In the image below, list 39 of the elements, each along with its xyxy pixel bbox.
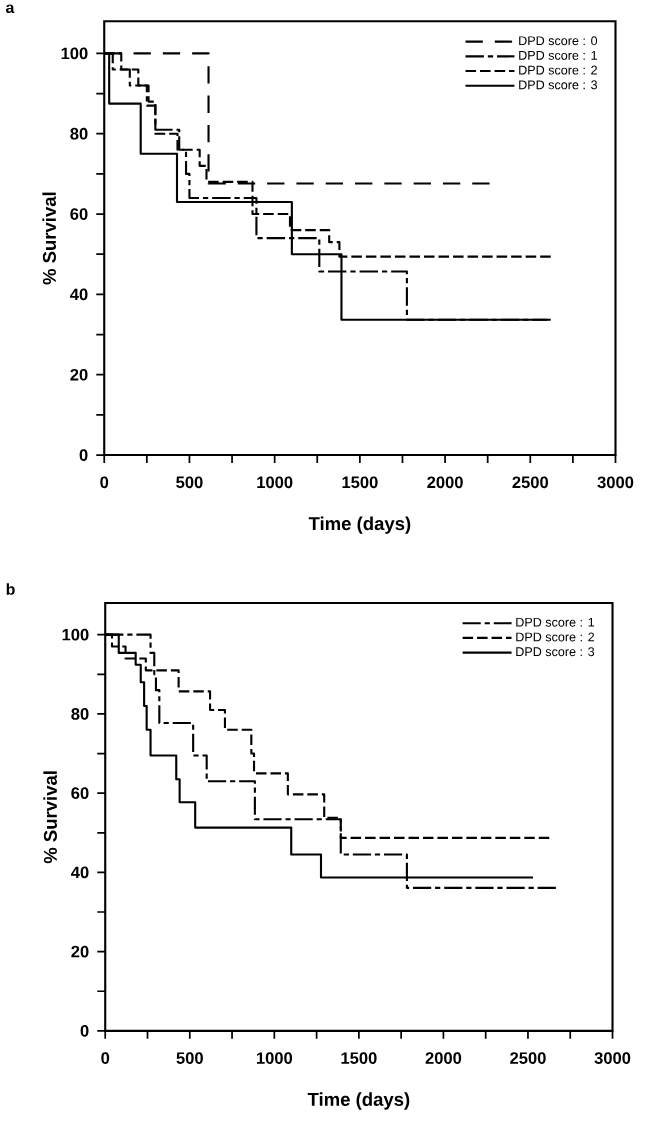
x-tick-label: 0 [100,476,109,489]
x-tick-label: 3000 [597,476,634,489]
x-tick-label: 1000 [256,1052,292,1064]
legend-label: DPD score : 2 [519,65,597,75]
x-tick-label: 2000 [425,1052,462,1064]
y-tick-label: 40 [69,288,88,301]
x-tick-label: 2500 [510,1052,546,1064]
legend-label: DPD score : 1 [516,617,594,627]
legend-label: DPD score : 3 [519,80,597,90]
y-tick-label: 80 [71,708,89,720]
chart-title: a [5,4,15,14]
legend-label: DPD score : 2 [516,632,594,642]
y-tick-label: 40 [70,866,89,879]
x-tick-label: 500 [176,1052,203,1064]
legend-label: DPD score : 0 [519,36,597,46]
y-tick-label: 0 [80,1025,89,1037]
y-tick-label: 100 [62,628,89,641]
y-tick-label: 60 [71,787,89,800]
y-tick-label: 100 [61,47,88,60]
y-tick-label: 60 [70,208,88,220]
y-tick-label: 20 [70,368,88,381]
x-tick-label: 3000 [594,1052,631,1064]
x-tick-label: 1000 [257,476,293,489]
y-axis-title: % Survival [43,771,57,864]
x-tick-label: 1500 [341,1052,377,1064]
x-tick-label: 500 [176,476,203,489]
x-tick-label: 1500 [342,476,378,489]
y-tick-label: 0 [79,449,88,461]
legend-label: DPD score : 3 [516,647,595,657]
y-tick-label: 20 [71,945,89,958]
y-tick-label: 80 [70,127,88,140]
y-axis-title: % Survival [42,192,56,285]
x-tick-label: 0 [101,1052,110,1064]
chart-title: b [6,583,15,595]
x-axis-title: Time (days) [308,516,411,534]
x-tick-label: 2500 [512,476,548,489]
x-axis-title: Time (days) [307,1092,410,1110]
x-tick-label: 2000 [427,476,463,489]
legend-label: DPD score : 1 [519,51,597,60]
